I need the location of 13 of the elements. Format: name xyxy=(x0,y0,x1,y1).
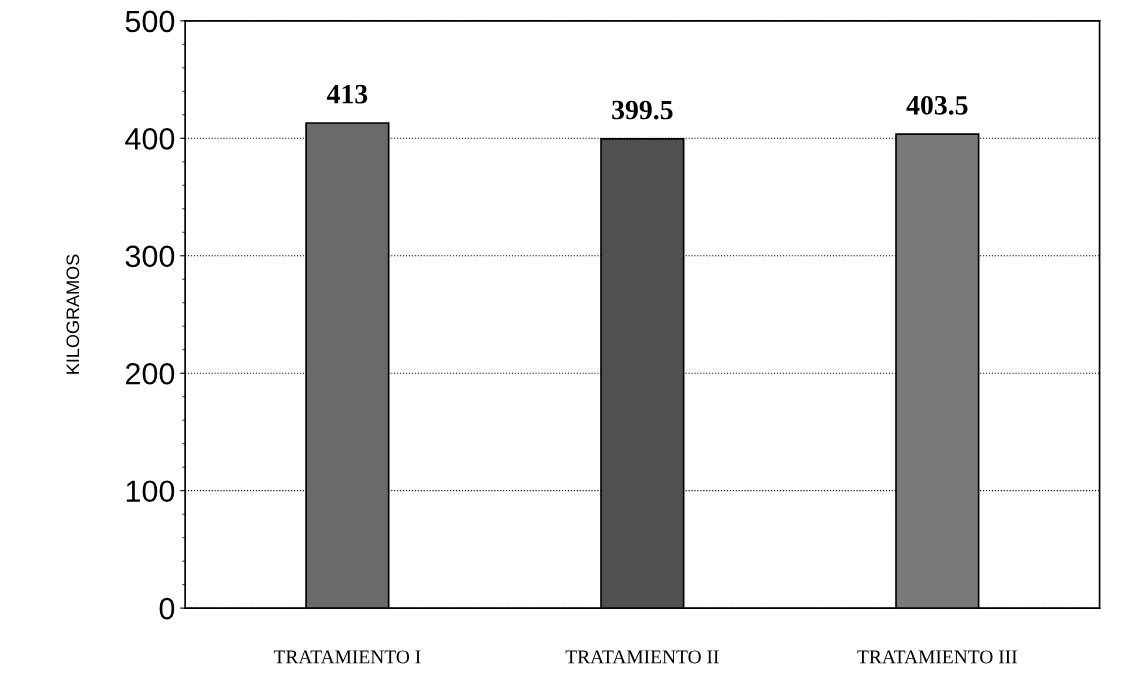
data-label: 399.5 xyxy=(612,100,673,120)
x-tick-label: TRATAMIENTO II xyxy=(565,650,719,664)
y-tick-label: 100 xyxy=(126,480,175,503)
y-tick-label: 500 xyxy=(125,10,175,33)
y-axis-title: KILOGRAMOS xyxy=(66,254,80,374)
x-tick-label: TRATAMIENTO I xyxy=(273,650,421,664)
x-tick-label: TRATAMIENTO III xyxy=(857,650,1017,664)
data-label: 403.5 xyxy=(906,95,968,115)
y-tick-label: 0 xyxy=(159,597,175,620)
y-tick-label: 300 xyxy=(125,245,175,268)
y-tick-label: 400 xyxy=(125,128,175,150)
y-tick-label: 200 xyxy=(125,362,175,385)
data-label: 413 xyxy=(326,84,368,104)
